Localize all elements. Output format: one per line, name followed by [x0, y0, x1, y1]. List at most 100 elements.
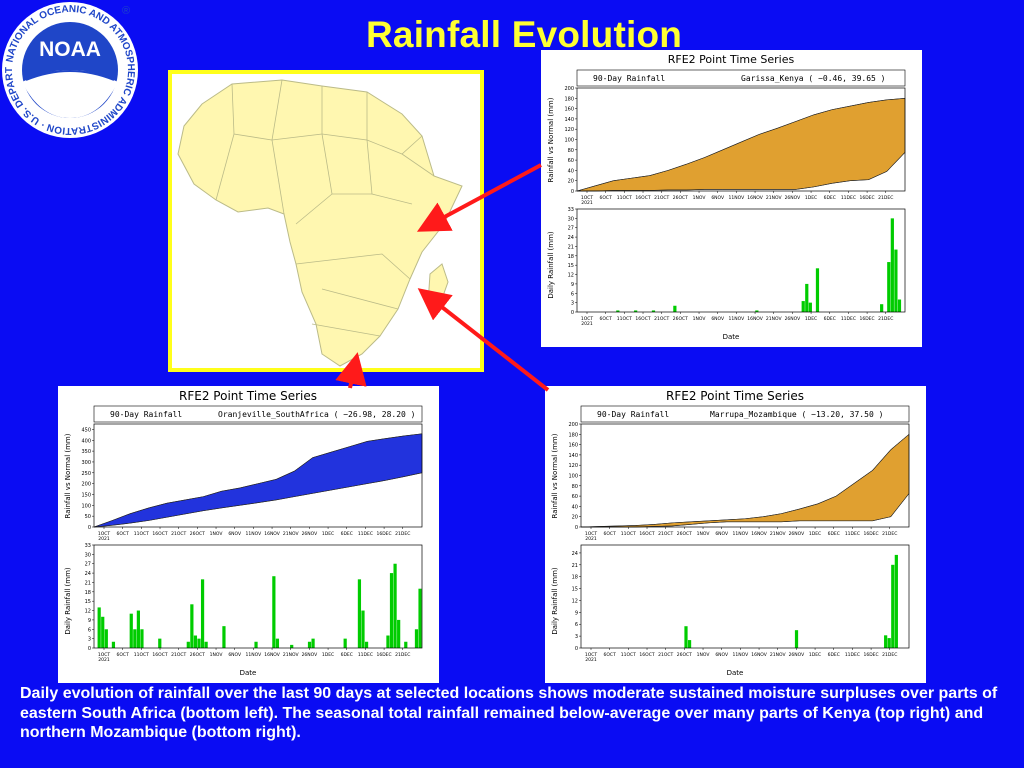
daily-rainfall-bar [887, 638, 891, 648]
y-tick-label: 30 [568, 216, 574, 222]
y-tick-label: 60 [572, 494, 578, 500]
x-tick-label: 6OCT [117, 531, 130, 537]
x-tick-label: 16DEC [859, 316, 874, 322]
y-tick-label: 20 [572, 515, 578, 521]
chart-svg: RFE2 Point Time Series 90-Day Rainfall O… [64, 389, 423, 677]
y-tick-label: 18 [85, 590, 91, 596]
y-tick-label: 12 [572, 598, 578, 604]
y-tick-label: 30 [85, 552, 91, 558]
plot-frame [93, 423, 423, 528]
x-tick-label: 21DEC [395, 531, 410, 537]
x-tick-label: 1OCT [585, 652, 598, 658]
y-tick-label: 3 [88, 637, 91, 643]
daily-rainfall-bar [193, 635, 198, 648]
chart-location: Marrupa_Mozambique ( −13.20, 37.50 ) [710, 410, 883, 419]
x-tick-label: 1OCT [581, 316, 594, 322]
x-tick-label: 26NOV [302, 531, 319, 537]
x-tick-label: 21NOV [770, 652, 787, 658]
daily-rainfall-bar [890, 218, 894, 312]
y-tick-label: 400 [81, 438, 91, 444]
x-tick-label: 21DEC [878, 316, 893, 322]
x-tick-label: 21OCT [171, 652, 186, 658]
x-tick-label: 21NOV [770, 531, 787, 537]
x-tick-label: 2021 [585, 536, 597, 542]
y-tick-label: 21 [572, 563, 578, 569]
x-tick-label: 6DEC [824, 195, 836, 201]
x-tick-label: 21NOV [766, 195, 783, 201]
x-tick-label: 26OCT [677, 652, 692, 658]
x-tick-label: 16DEC [859, 195, 874, 201]
x-tick-label: 2021 [585, 657, 597, 663]
x-tick-label: 11OCT [621, 531, 636, 537]
daily-rainfall-bar [307, 641, 312, 648]
chart-location: Garissa_Kenya ( −0.46, 39.65 ) [741, 74, 886, 83]
daily-rainfall-bar [222, 626, 226, 648]
x-tick-label: 6DEC [341, 652, 353, 658]
x-tick-label: 16NOV [264, 652, 281, 658]
x-tick-label: 16OCT [639, 652, 654, 658]
x-tick-label: 6DEC [341, 531, 353, 537]
noaa-seal-icon: NOAA NATIONAL OCEANIC AND ATMOSPHERIC AD… [0, 0, 138, 138]
x-tick-label: 21OCT [658, 531, 673, 537]
y-tick-label: 100 [81, 503, 91, 509]
x-tick-label: 11OCT [617, 195, 632, 201]
africa-map [168, 70, 484, 372]
daily-rainfall-bar [364, 641, 369, 648]
x-tick-label: 1DEC [322, 652, 334, 658]
daily-rainfall-bar [815, 268, 820, 312]
x-tick-label: 1OCT [581, 195, 594, 201]
y-tick-label: 15 [85, 599, 91, 605]
x-tick-label: 1NOV [697, 531, 711, 537]
x-tick-label: 16DEC [863, 531, 878, 537]
y-tick-label: 140 [564, 117, 574, 123]
chart-subtitle: 90-Day Rainfall [597, 410, 669, 419]
daily-rainfall-bar [794, 630, 799, 648]
y-tick-label: 12 [568, 273, 574, 279]
x-tick-label: 11OCT [621, 652, 636, 658]
daily-rainfall-bar [894, 249, 898, 312]
x-tick-label: 1DEC [322, 531, 334, 537]
svg-text:®: ® [122, 5, 130, 17]
daily-rainfall-bar [389, 573, 394, 648]
daily-rainfall-bar [673, 305, 677, 312]
x-tick-label: 11DEC [845, 652, 860, 658]
x-tick-label: 21OCT [654, 195, 669, 201]
daily-rainfall-bar [897, 299, 902, 312]
y-tick-label: 0 [571, 189, 574, 195]
x-tick-label: 21NOV [283, 652, 300, 658]
y-tick-label: 9 [88, 618, 91, 624]
plot-frame [580, 544, 910, 649]
y-axis-label: Daily Rainfall (mm) [551, 567, 559, 635]
x-tick-label: 6NOV [228, 531, 242, 537]
y-tick-label: 0 [575, 646, 578, 652]
x-tick-label: 1OCT [585, 531, 598, 537]
x-tick-label: 26NOV [789, 531, 806, 537]
x-tick-label: 6OCT [600, 316, 613, 322]
panel-title: RFE2 Point Time Series [666, 389, 804, 403]
daily-rainfall-bar [616, 310, 620, 312]
daily-rainfall-bar [254, 641, 258, 648]
y-tick-label: 6 [571, 291, 574, 297]
y-axis-label: Rainfall vs Normal (mm) [547, 97, 555, 182]
x-tick-label: 21DEC [878, 195, 893, 201]
daily-rainfall-bar [891, 564, 895, 648]
slide-title: Rainfall Evolution [366, 14, 683, 55]
y-axis-label: Rainfall vs Normal (mm) [551, 433, 559, 518]
x-tick-label: 11DEC [845, 531, 860, 537]
daily-rainfall-bar [684, 626, 688, 648]
daily-rainfall-bar [414, 629, 419, 648]
y-tick-label: 40 [572, 504, 578, 510]
daily-rainfall-bar [311, 638, 315, 648]
y-tick-label: 200 [564, 86, 574, 92]
daily-rainfall-bar [801, 301, 805, 312]
rainfall-difference-area [93, 433, 423, 528]
daily-rainfall-bar [136, 610, 140, 648]
x-tick-label: 16DEC [376, 652, 391, 658]
x-tick-label: 16OCT [152, 652, 167, 658]
x-tick-label: 26NOV [785, 195, 802, 201]
daily-rainfall-bar [687, 640, 692, 648]
y-tick-label: 200 [81, 482, 91, 488]
daily-rainfall-bar [133, 629, 137, 648]
x-tick-label: 11NOV [733, 652, 750, 658]
x-tick-label: 11NOV [729, 316, 746, 322]
